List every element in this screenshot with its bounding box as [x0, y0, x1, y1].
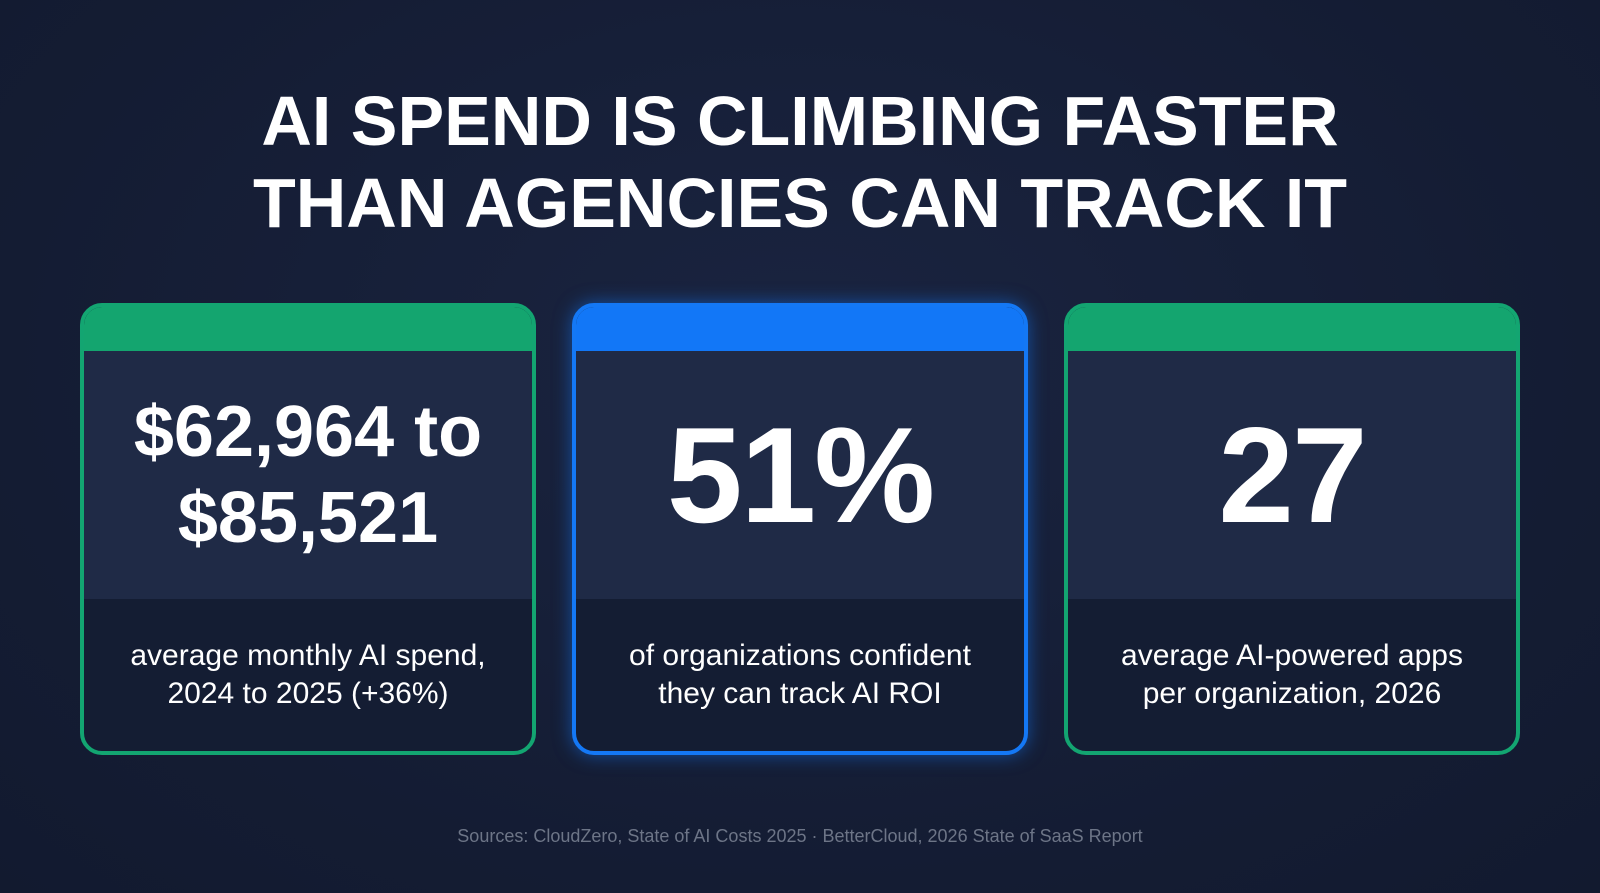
card-stat-area: 27 — [1068, 351, 1516, 599]
stat-value: 27 — [1218, 399, 1367, 551]
stat-caption-line-2: 2024 to 2025 (+36%) — [167, 677, 449, 710]
stat-card-ai-spend: $62,964 to $85,521 average monthly AI sp… — [80, 303, 536, 755]
stat-caption: average AI-powered apps per organization… — [1068, 607, 1516, 743]
title-line-1: AI SPEND IS CLIMBING FASTER — [261, 82, 1339, 160]
stat-card-ai-apps: 27 average AI-powered apps per organizat… — [1064, 303, 1520, 755]
card-stat-area: 51% — [576, 351, 1024, 599]
card-accent-band — [1068, 307, 1516, 351]
stat-caption-line-1: average AI-powered apps — [1121, 639, 1463, 672]
stat-caption-line-2: they can track AI ROI — [658, 677, 942, 710]
stat-value: $62,964 to $85,521 — [108, 389, 508, 561]
title-line-2: THAN AGENCIES CAN TRACK IT — [252, 164, 1348, 242]
stat-value: 51% — [666, 399, 935, 551]
stat-value-line-1: $62,964 to — [133, 392, 483, 472]
stat-caption-line-2: per organization, 2026 — [1142, 677, 1442, 710]
stat-caption-line-1: average monthly AI spend, — [130, 639, 486, 672]
card-stat-area: $62,964 to $85,521 — [84, 351, 532, 599]
stat-caption: of organizations confident they can trac… — [576, 607, 1024, 743]
stat-caption: average monthly AI spend, 2024 to 2025 (… — [84, 607, 532, 743]
stat-caption-line-1: of organizations confident — [629, 639, 971, 672]
card-accent-band — [576, 307, 1024, 351]
stat-card-roi-confidence: 51% of organizations confident they can … — [572, 303, 1028, 755]
sources-footnote: Sources: CloudZero, State of AI Costs 20… — [457, 826, 1143, 846]
card-accent-band — [84, 307, 532, 351]
stat-value-line-2: $85,521 — [177, 478, 439, 558]
page-title: AI SPEND IS CLIMBING FASTER THAN AGENCIE… — [0, 80, 1600, 244]
